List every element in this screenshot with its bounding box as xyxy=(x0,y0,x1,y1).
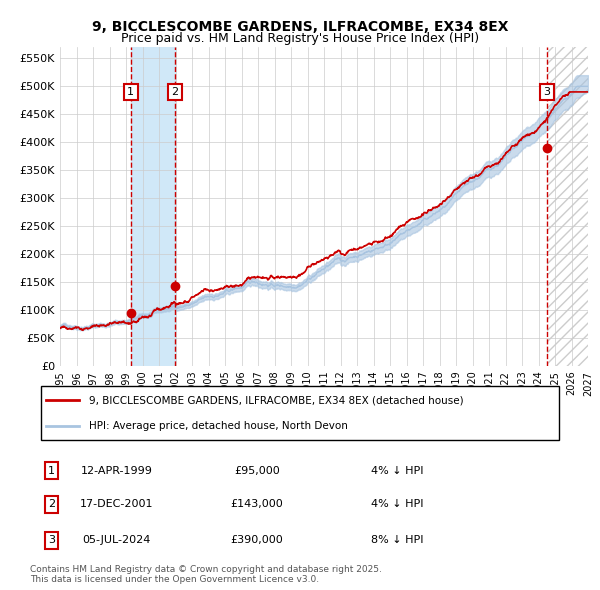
Text: £143,000: £143,000 xyxy=(230,500,283,509)
Text: 4% ↓ HPI: 4% ↓ HPI xyxy=(371,466,424,476)
Text: 9, BICCLESCOMBE GARDENS, ILFRACOMBE, EX34 8EX: 9, BICCLESCOMBE GARDENS, ILFRACOMBE, EX3… xyxy=(92,19,508,34)
Text: HPI: Average price, detached house, North Devon: HPI: Average price, detached house, Nort… xyxy=(89,421,348,431)
Text: 8% ↓ HPI: 8% ↓ HPI xyxy=(371,535,424,545)
Bar xyxy=(547,47,588,366)
Text: 3: 3 xyxy=(543,87,550,97)
Text: 12-APR-1999: 12-APR-1999 xyxy=(80,466,152,476)
Text: 4% ↓ HPI: 4% ↓ HPI xyxy=(371,500,424,509)
Text: 9, BICCLESCOMBE GARDENS, ILFRACOMBE, EX34 8EX (detached house): 9, BICCLESCOMBE GARDENS, ILFRACOMBE, EX3… xyxy=(89,395,464,405)
Text: £95,000: £95,000 xyxy=(234,466,280,476)
Text: Price paid vs. HM Land Registry's House Price Index (HPI): Price paid vs. HM Land Registry's House … xyxy=(121,32,479,45)
Text: 2: 2 xyxy=(171,87,178,97)
FancyBboxPatch shape xyxy=(41,386,559,440)
Bar xyxy=(131,47,175,366)
Text: 17-DEC-2001: 17-DEC-2001 xyxy=(80,500,153,509)
Text: 2: 2 xyxy=(48,500,55,509)
Text: Contains HM Land Registry data © Crown copyright and database right 2025.
This d: Contains HM Land Registry data © Crown c… xyxy=(30,565,382,584)
Text: 1: 1 xyxy=(127,87,134,97)
Text: 05-JUL-2024: 05-JUL-2024 xyxy=(82,535,151,545)
Bar xyxy=(547,47,588,366)
Text: £390,000: £390,000 xyxy=(230,535,283,545)
Text: 1: 1 xyxy=(48,466,55,476)
Text: 3: 3 xyxy=(48,535,55,545)
